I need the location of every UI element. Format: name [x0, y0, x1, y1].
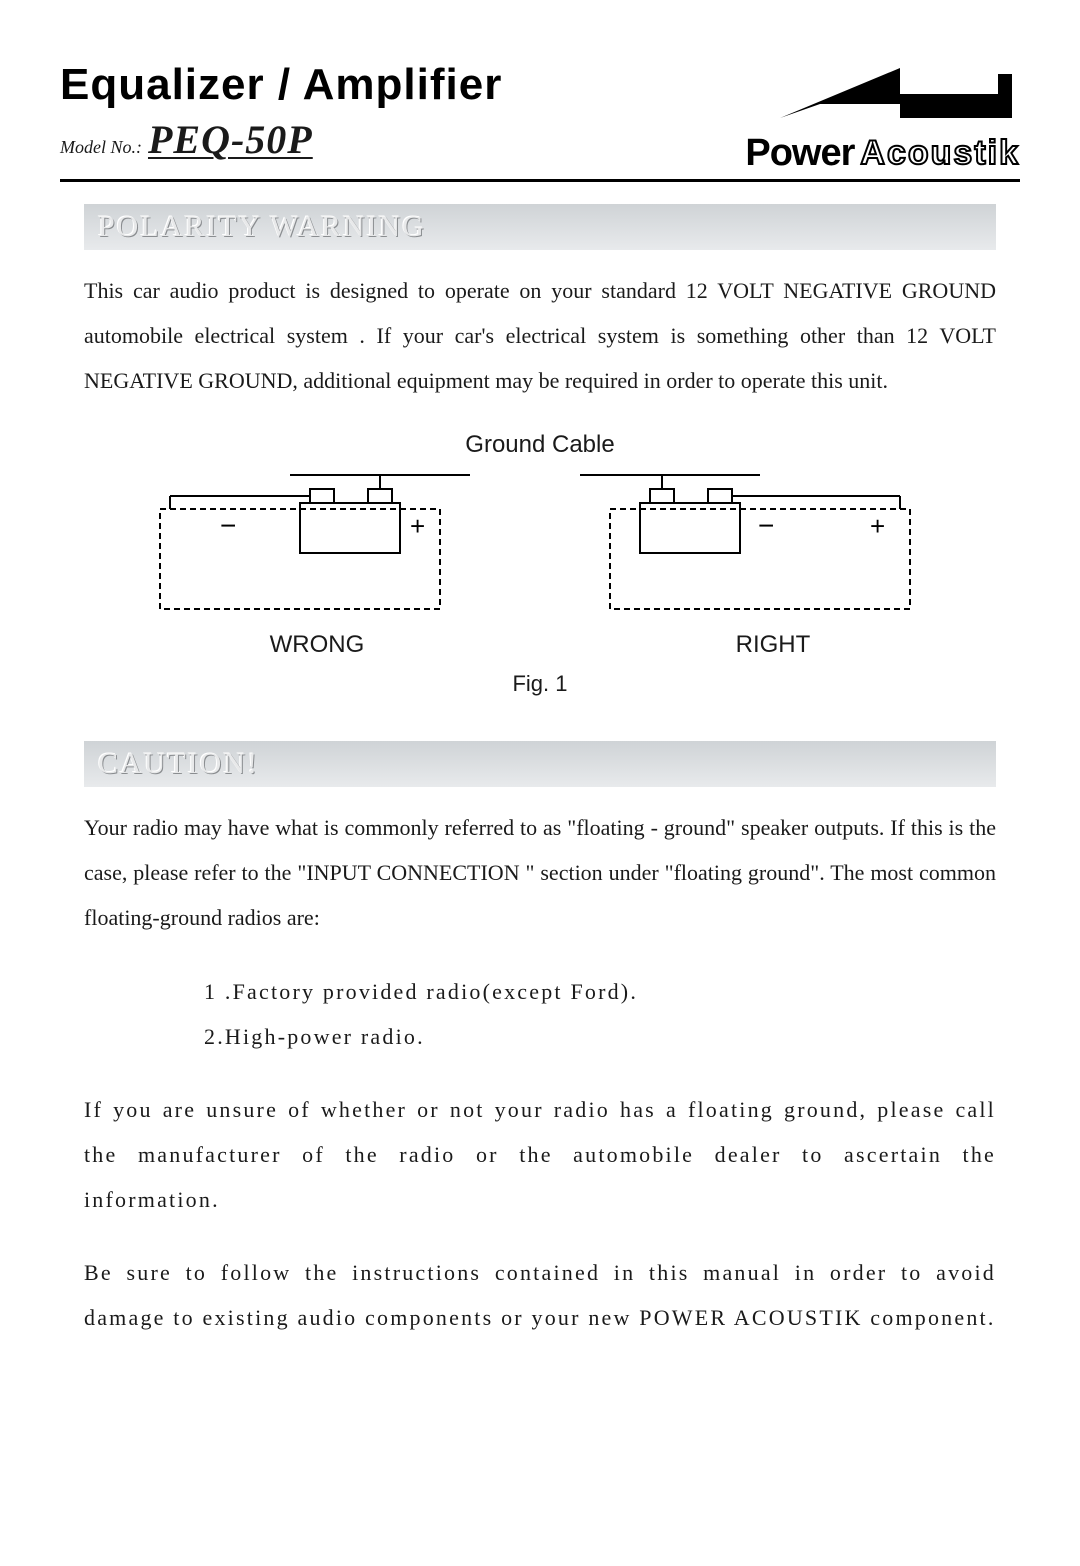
- polarity-warning-body: This car audio product is designed to op…: [84, 268, 996, 403]
- svg-text:−: −: [758, 510, 774, 541]
- caution-heading: CAUTION!: [84, 741, 996, 787]
- model-label: Model No.:: [60, 137, 142, 158]
- header-right: Power Acoustik: [745, 60, 1020, 175]
- polarity-warning-heading: POLARITY WARNING: [84, 204, 996, 250]
- svg-text:+: +: [410, 511, 425, 541]
- brand-word-acoustik: Acoustik: [860, 134, 1020, 173]
- page-header: Equalizer / Amplifier Model No.: PEQ-50P…: [60, 60, 1020, 182]
- caution-body-1: Your radio may have what is commonly ref…: [84, 805, 996, 940]
- diagram-title: Ground Cable: [84, 431, 996, 459]
- list-item-1: 1 .Factory provided radio(except Ford).: [204, 969, 996, 1014]
- model-number: PEQ-50P: [148, 116, 313, 163]
- product-title: Equalizer / Amplifier: [60, 60, 745, 110]
- diagram-right-label: RIGHT: [736, 631, 811, 659]
- caution-body-3: Be sure to follow the instructions conta…: [84, 1250, 996, 1340]
- caution-body-2: If you are unsure of whether or not your…: [84, 1087, 996, 1222]
- polarity-diagram: Ground Cable − +: [84, 431, 996, 697]
- brand-logo-icon: [760, 60, 1020, 126]
- diagram-wrong-label: WRONG: [270, 631, 365, 659]
- diagram-caption: Fig. 1: [84, 671, 996, 697]
- svg-text:−: −: [220, 510, 236, 541]
- polarity-diagram-svg: − + − +: [110, 469, 970, 639]
- svg-text:+: +: [870, 511, 885, 541]
- brand-word-power: Power: [745, 132, 854, 175]
- brand-name: Power Acoustik: [745, 132, 1020, 175]
- list-item-2: 2.High-power radio.: [204, 1014, 996, 1059]
- diagram-labels: WRONG RIGHT: [84, 631, 996, 659]
- page-content: POLARITY WARNING This car audio product …: [60, 204, 1020, 1340]
- radio-type-list: 1 .Factory provided radio(except Ford). …: [204, 969, 996, 1059]
- header-left: Equalizer / Amplifier Model No.: PEQ-50P: [60, 60, 745, 163]
- model-row: Model No.: PEQ-50P: [60, 116, 745, 163]
